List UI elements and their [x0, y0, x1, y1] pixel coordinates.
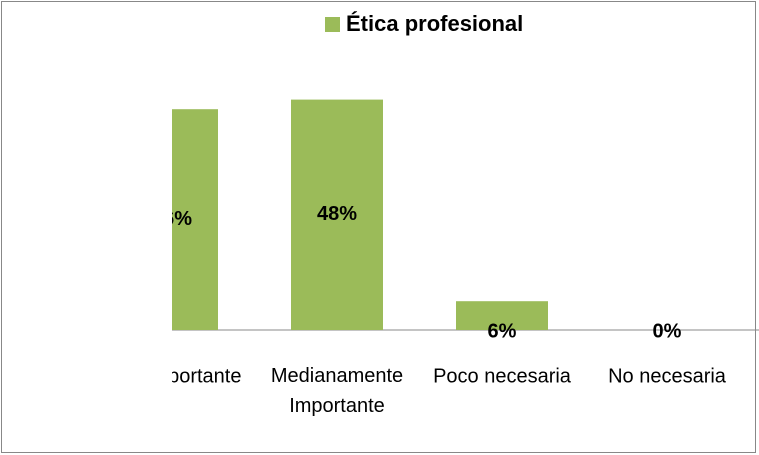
bar — [172, 109, 218, 330]
data-label: 46% — [152, 208, 192, 230]
legend-swatch — [325, 17, 340, 32]
data-label: 6% — [488, 320, 517, 342]
data-label: 48% — [317, 203, 357, 225]
plot-area: 46% 48% 6% 0% Muy Importante Medianamente Impo… — [103, 99, 759, 417]
x-tick-label: Muy Importante — [103, 365, 242, 387]
x-tick-label: Medianamente Importante — [271, 365, 403, 417]
x-tick-label: Poco necesaria — [433, 365, 572, 387]
bar — [456, 301, 548, 330]
data-label: 0% — [653, 320, 682, 342]
x-tick-label: No necesaria — [608, 365, 727, 387]
legend-label: Ética profesional — [346, 11, 523, 36]
legend: Ética profesional — [325, 11, 523, 36]
bar — [291, 99, 383, 330]
